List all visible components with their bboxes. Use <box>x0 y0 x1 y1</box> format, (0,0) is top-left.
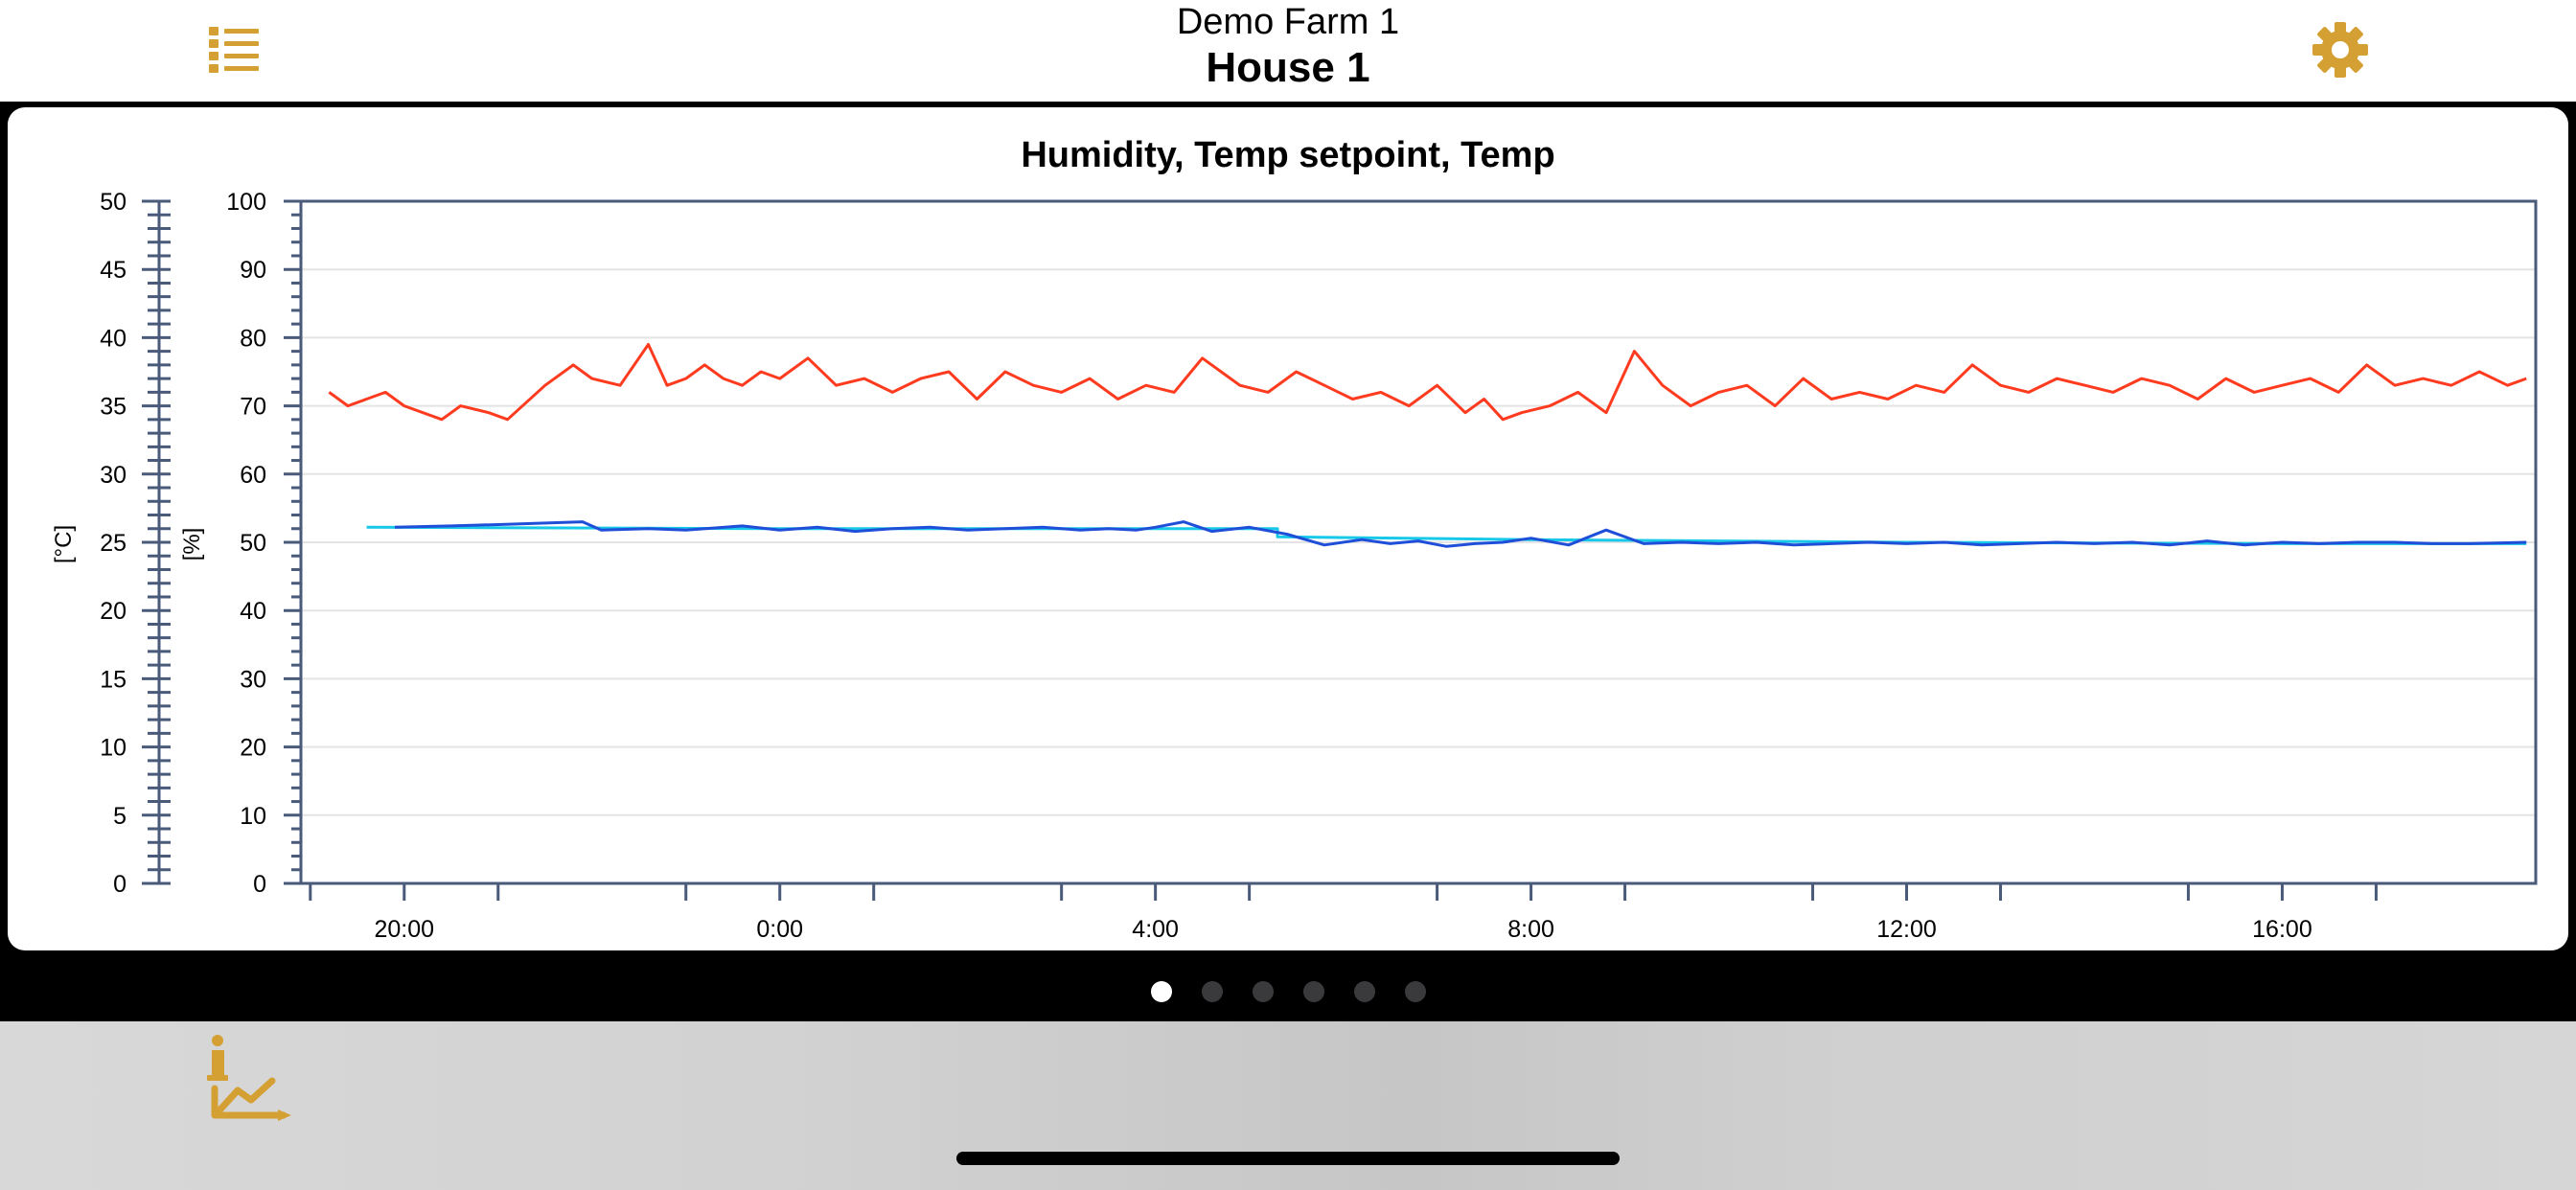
axes: 5045403530252015105010090807060504030201… <box>100 189 2378 943</box>
percent-tick-label: 80 <box>240 325 266 352</box>
time-tick-label: 20:00 <box>375 916 435 943</box>
celsius-tick-label: 45 <box>100 257 126 284</box>
percent-tick-label: 60 <box>240 462 266 489</box>
series-lines <box>328 343 2527 548</box>
page-dot[interactable] <box>1404 981 1426 1002</box>
humidity-line <box>328 343 2527 422</box>
farm-name: Demo Farm 1 <box>1176 2 1400 42</box>
time-tick-label: 4:00 <box>1132 916 1179 943</box>
celsius-tick-label: 50 <box>100 189 126 216</box>
info-chart-icon[interactable] <box>205 1035 293 1121</box>
page-dot[interactable] <box>1353 981 1375 1002</box>
top-bar: Demo Farm 1 House 1 <box>0 0 2576 102</box>
page-indicator[interactable] <box>0 977 2576 1006</box>
percent-tick-label: 0 <box>253 871 266 898</box>
page-dot[interactable] <box>1201 981 1223 1002</box>
humidity-temp-chart[interactable]: Humidity, Temp setpoint, Temp [°C] [%] 5… <box>8 107 2568 950</box>
percent-tick-label: 30 <box>240 666 266 693</box>
home-indicator[interactable] <box>956 1152 1620 1165</box>
celsius-tick-label: 35 <box>100 394 126 421</box>
celsius-tick-label: 10 <box>100 735 126 762</box>
percent-tick-label: 50 <box>240 530 266 557</box>
celsius-tick-label: 5 <box>113 803 126 830</box>
percent-axis-unit: [%] <box>179 528 205 561</box>
percent-tick-label: 100 <box>226 189 266 216</box>
celsius-tick-label: 0 <box>113 871 126 898</box>
house-name: House 1 <box>1206 44 1370 91</box>
celsius-tick-label: 20 <box>100 598 126 625</box>
time-tick-label: 8:00 <box>1507 916 1554 943</box>
grid-lines <box>301 268 2536 816</box>
page-dot[interactable] <box>1302 981 1324 1002</box>
gear-icon[interactable] <box>2312 21 2369 79</box>
plot-frame <box>299 199 2538 885</box>
percent-tick-label: 90 <box>240 257 266 284</box>
bottom-toolbar <box>0 1021 2576 1190</box>
celsius-tick-label: 15 <box>100 666 126 693</box>
percent-tick-label: 70 <box>240 394 266 421</box>
time-tick-label: 12:00 <box>1876 916 1937 943</box>
celsius-axis-unit: [°C] <box>51 525 77 563</box>
chart-card[interactable]: Humidity, Temp setpoint, Temp [°C] [%] 5… <box>8 107 2568 950</box>
percent-tick-label: 20 <box>240 735 266 762</box>
temp-line <box>394 520 2527 548</box>
celsius-tick-label: 25 <box>100 530 126 557</box>
page-dot[interactable] <box>1252 981 1274 1002</box>
percent-tick-label: 10 <box>240 803 266 830</box>
percent-tick-label: 40 <box>240 598 266 625</box>
time-tick-label: 0:00 <box>756 916 803 943</box>
list-icon[interactable] <box>209 25 259 73</box>
time-tick-label: 16:00 <box>2252 916 2312 943</box>
page-dot[interactable] <box>1150 981 1172 1002</box>
celsius-tick-label: 40 <box>100 325 126 352</box>
celsius-tick-label: 30 <box>100 462 126 489</box>
chart-title: Humidity, Temp setpoint, Temp <box>1021 135 1554 175</box>
